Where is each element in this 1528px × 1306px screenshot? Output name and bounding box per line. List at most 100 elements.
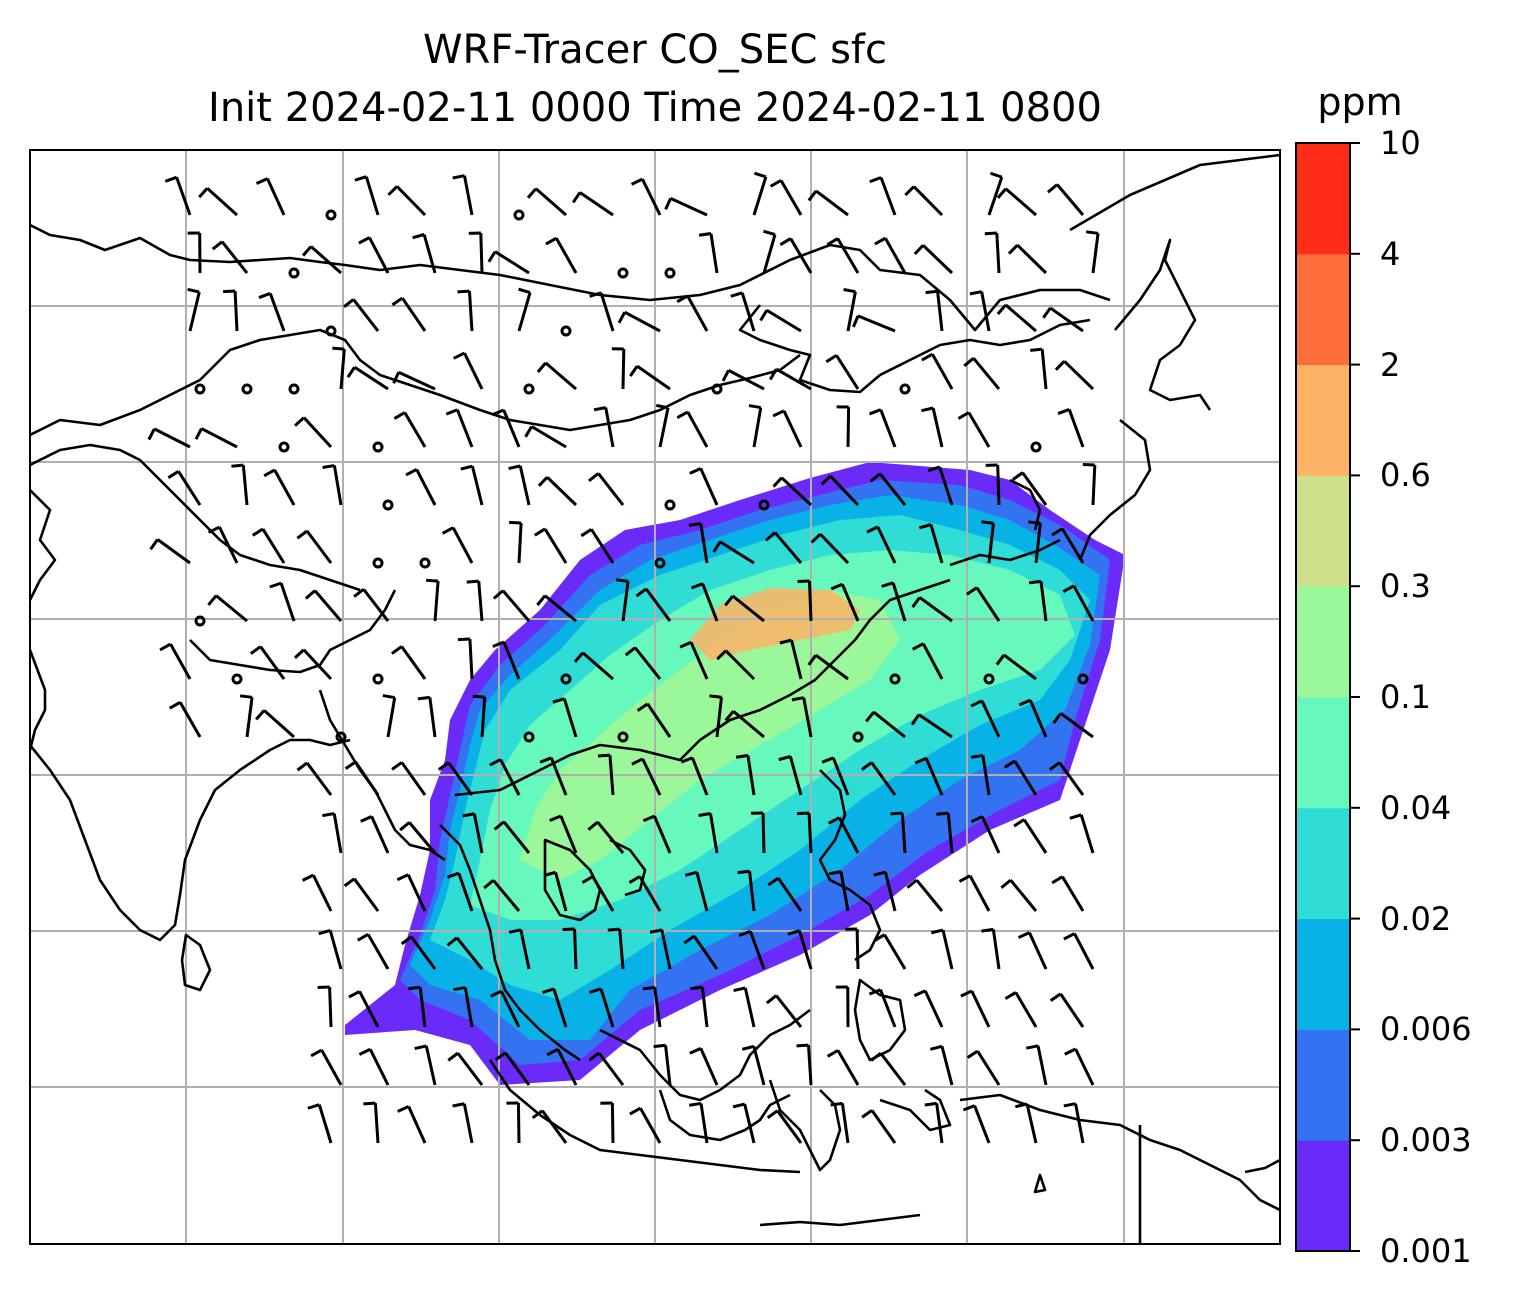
wind-barb-flag	[958, 874, 971, 883]
wind-barb-shaft	[790, 639, 803, 680]
wind-barb-shaft	[931, 353, 954, 390]
wind-barb-shaft	[177, 470, 202, 506]
wind-barb-shaft	[1072, 585, 1095, 622]
wind-barb-flag	[712, 540, 722, 553]
calm-wind-marker	[372, 441, 384, 453]
wind-barb-flag	[676, 294, 689, 304]
wind-barb-flag	[1082, 463, 1095, 467]
wind-barb-shaft	[604, 407, 615, 448]
wind-barb-shaft	[530, 425, 567, 449]
wind-barb-flag	[796, 1043, 809, 1048]
wind-barb-shaft	[366, 933, 390, 970]
wind-barb-shaft	[362, 588, 390, 622]
colorbar-tick-label: 0.006	[1380, 1010, 1472, 1049]
wind-barb-flag	[571, 191, 582, 204]
wind-barb-flag	[868, 988, 882, 996]
wind-barb-flag	[391, 296, 404, 307]
wind-barb-flag	[348, 990, 361, 999]
wind-barb-flag	[807, 190, 818, 202]
wind-barb-shaft	[980, 291, 991, 332]
wind-barb-shaft	[761, 812, 766, 854]
wind-barb-flag	[391, 761, 403, 771]
colorbar-tick-label: 0.001	[1380, 1232, 1472, 1270]
wind-barb-flag	[929, 1044, 943, 1051]
wind-barb-flag	[765, 994, 778, 1005]
wind-barb-shaft	[1040, 349, 1048, 390]
wind-barb-shaft	[261, 528, 286, 564]
wind-barb-flag	[194, 427, 203, 440]
wind-barb-flag	[445, 408, 458, 416]
wind-barb-flag	[689, 1047, 702, 1055]
wind-barb-flag	[996, 187, 1007, 199]
wind-barb-shaft	[544, 594, 577, 623]
wind-barb-shaft	[597, 1052, 625, 1086]
wind-barb-flag	[787, 929, 800, 936]
wind-barb-flag	[679, 640, 692, 649]
wind-barb-flag	[294, 416, 305, 427]
wind-barb-flag	[462, 812, 475, 818]
wind-barb-shaft	[218, 526, 239, 564]
wind-barb-shaft	[400, 645, 427, 680]
wind-barb-shaft	[879, 177, 897, 216]
wind-barb-flag	[354, 175, 367, 182]
wind-barb-shaft	[731, 594, 765, 623]
wind-barb-flag	[913, 244, 925, 256]
wind-barb-flag	[690, 985, 703, 991]
wind-barb-shaft	[641, 758, 662, 796]
wind-barb-shaft	[457, 872, 474, 912]
wind-barb-shaft	[815, 189, 849, 217]
wind-barb-flag	[852, 315, 860, 328]
wind-barb-flag	[534, 527, 546, 537]
wind-barb-flag	[741, 1044, 755, 1051]
wind-barb-shaft	[995, 232, 1001, 274]
wind-barb-flag	[642, 985, 655, 991]
wind-barb-shaft	[1049, 306, 1084, 333]
wind-barb-shaft	[268, 292, 286, 332]
wind-barb-shaft	[447, 761, 474, 796]
wind-barb-flag	[664, 197, 672, 210]
wind-barb-shaft	[798, 930, 813, 970]
calm-wind-marker	[382, 499, 394, 511]
wind-barb-shaft	[664, 1045, 672, 1086]
wind-barb-flag	[826, 1049, 839, 1058]
wind-barb-flag	[910, 713, 921, 726]
wind-barb-flag	[356, 933, 369, 942]
wind-barb-shaft	[1059, 993, 1085, 1028]
calm-wind-marker	[194, 383, 206, 395]
wind-barb-shaft	[519, 929, 531, 970]
wind-barb-flag	[981, 520, 994, 525]
wind-barb-shaft	[332, 813, 343, 854]
wind-barb-shaft	[686, 295, 709, 332]
colorbar-tick-label: 0.02	[1380, 899, 1452, 938]
wind-barb-shaft	[846, 406, 851, 448]
wind-barb-shaft	[581, 651, 614, 681]
wind-barb-flag	[925, 289, 938, 295]
wind-barb-flag	[412, 233, 425, 240]
wind-barb-shaft	[549, 757, 568, 796]
wind-barb-shaft	[788, 756, 803, 796]
wind-barb-shaft	[700, 987, 709, 1028]
wind-barb-shaft	[840, 583, 860, 622]
wind-barb-shaft	[188, 291, 201, 332]
wind-barb-shaft	[879, 989, 897, 1028]
wind-barb-shaft	[900, 812, 907, 854]
wind-barb-flag	[966, 586, 978, 596]
wind-barb-shaft	[1036, 1045, 1048, 1086]
wind-barb-flag	[526, 187, 538, 199]
wind-barb-shaft	[241, 465, 249, 506]
wind-barb-flag	[779, 638, 792, 645]
wind-barb-shaft	[492, 879, 521, 912]
wind-barb-shaft	[178, 701, 202, 738]
wind-barb-shaft	[935, 1103, 944, 1144]
wind-barb-flag	[970, 753, 984, 759]
calm-wind-marker	[889, 673, 901, 685]
wind-barb-flag	[732, 1102, 746, 1109]
wind-barb-shaft	[695, 871, 709, 912]
wind-barb-shaft	[352, 298, 380, 332]
wind-barb-shaft	[699, 1103, 709, 1144]
wind-barb-shaft	[839, 871, 850, 912]
wind-barb-shaft	[544, 361, 577, 391]
wind-barb-flag	[536, 594, 547, 606]
calm-wind-marker	[617, 267, 629, 279]
wind-barb-flag	[1011, 471, 1024, 481]
